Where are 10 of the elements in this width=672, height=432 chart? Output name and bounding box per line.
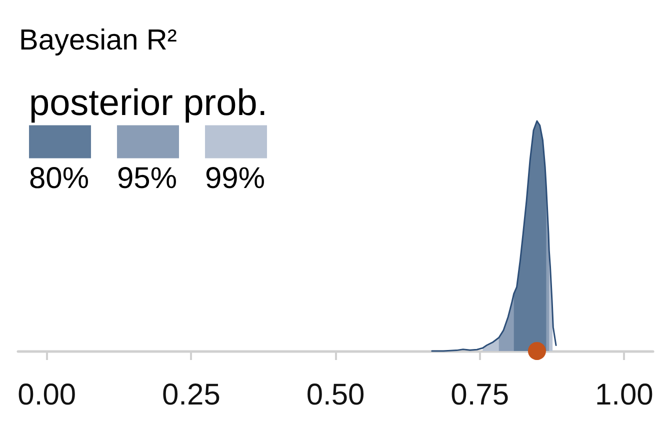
legend-label: 80% — [29, 162, 90, 195]
legend-title: posterior prob. — [29, 82, 268, 123]
x-tick-label: 0.25 — [162, 378, 220, 412]
legend-label: 99% — [205, 162, 266, 195]
chart-title: Bayesian R² — [19, 24, 178, 56]
x-tick-label: 0.75 — [450, 378, 510, 412]
x-tick-label: 0.50 — [306, 378, 365, 412]
legend-label: 95% — [117, 162, 178, 195]
x-tick-label: 0.00 — [18, 378, 76, 412]
x-tick-label: 1.00 — [594, 378, 654, 412]
